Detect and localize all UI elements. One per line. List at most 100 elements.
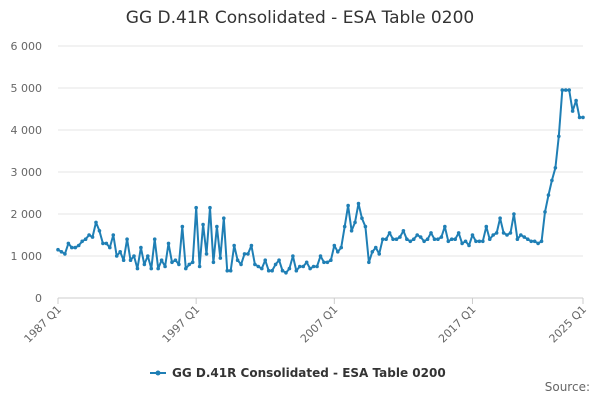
data-point [118, 250, 122, 254]
data-point [353, 220, 357, 225]
data-point [522, 235, 527, 239]
data-point [335, 250, 340, 254]
data-point [215, 224, 219, 229]
data-point [180, 224, 185, 229]
data-point [291, 254, 295, 258]
data-point [570, 109, 575, 113]
data-point [228, 268, 233, 273]
data-point [273, 262, 278, 267]
data-point [308, 266, 312, 271]
data-point [408, 239, 413, 244]
data-point [83, 237, 88, 241]
data-point [190, 260, 195, 265]
data-point [76, 243, 81, 248]
x-tick-label: 2007 Q1 [298, 303, 341, 346]
data-point [356, 201, 361, 206]
data-point [239, 262, 243, 267]
data-point [59, 250, 64, 254]
y-tick-label: 0 [35, 292, 42, 305]
data-point [287, 266, 292, 271]
data-point [373, 245, 378, 250]
data-point [146, 254, 150, 258]
data-point [415, 233, 420, 237]
data-point [311, 264, 316, 269]
data-point [259, 266, 264, 271]
data-point [159, 258, 164, 263]
data-point [401, 229, 406, 233]
data-point [87, 233, 91, 237]
data-point [557, 134, 561, 139]
data-point [322, 260, 326, 265]
data-point [436, 237, 440, 241]
data-point [477, 239, 482, 244]
data-point [387, 231, 392, 235]
data-point [574, 98, 578, 103]
data-point [114, 254, 119, 258]
data-point [304, 260, 309, 265]
data-point [342, 224, 347, 229]
data-point [270, 268, 274, 273]
data-point [315, 264, 319, 269]
data-point [474, 239, 478, 244]
data-point [201, 222, 205, 227]
data-point [266, 268, 271, 273]
data-point [163, 264, 167, 269]
data-point [525, 237, 530, 241]
data-point [197, 264, 202, 269]
data-point [494, 231, 499, 235]
data-point [498, 216, 502, 220]
y-tick-label: 1 000 [11, 250, 43, 263]
data-point [194, 205, 198, 210]
y-tick-label: 2 000 [11, 208, 43, 221]
data-point [246, 252, 250, 256]
data-point [225, 268, 230, 273]
data-point [508, 231, 513, 235]
data-point [142, 262, 147, 267]
data-point [532, 239, 537, 244]
data-point [446, 239, 451, 244]
chart-title: GG D.41R Consolidated - ESA Table 0200 [125, 8, 475, 28]
data-point [491, 233, 495, 237]
x-tick-label: 1997 Q1 [160, 303, 203, 346]
data-point [242, 252, 247, 256]
data-point [460, 241, 464, 246]
data-point [280, 268, 285, 273]
data-point [391, 237, 395, 241]
data-point [422, 239, 426, 244]
data-point [429, 231, 433, 235]
data-point [135, 266, 140, 271]
data-point [411, 237, 416, 241]
data-point [90, 235, 95, 239]
data-point [94, 220, 98, 225]
data-point [550, 178, 554, 183]
series-line [57, 89, 583, 274]
data-point [101, 241, 105, 246]
data-point [360, 216, 364, 220]
data-point [173, 258, 178, 263]
data-point [104, 241, 109, 246]
data-point [183, 266, 188, 271]
data-point [108, 245, 112, 250]
legend-marker [155, 370, 161, 376]
data-point [515, 237, 520, 241]
data-point [346, 203, 350, 208]
data-point [329, 258, 333, 263]
data-point [367, 260, 371, 265]
data-point [512, 212, 516, 216]
data-point [581, 115, 585, 120]
data-point [384, 237, 388, 241]
data-point [567, 88, 571, 92]
source-credit[interactable]: Source: [544, 380, 590, 394]
data-point [218, 256, 223, 260]
data-point [156, 266, 160, 271]
data-point [370, 250, 375, 254]
data-point [166, 241, 171, 246]
data-point [208, 205, 212, 210]
x-tick-label: 2025 Q1 [547, 303, 590, 346]
data-point [553, 166, 558, 170]
y-tick-label: 4 000 [11, 124, 43, 137]
x-tick-label: 1987 Q1 [22, 303, 65, 346]
data-point [543, 210, 547, 214]
